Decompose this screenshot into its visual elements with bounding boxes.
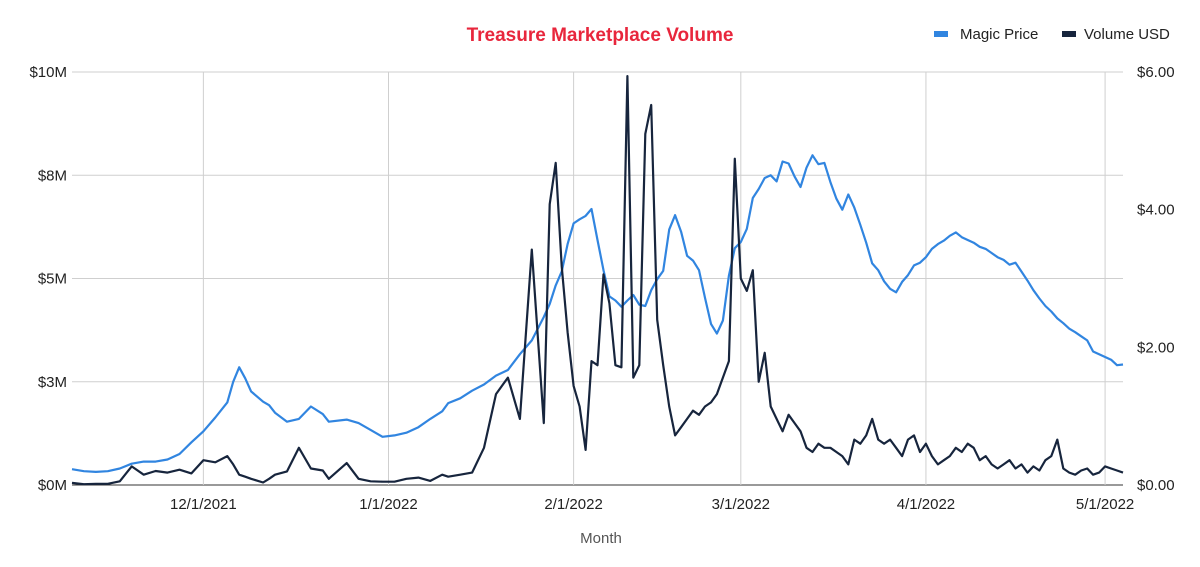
legend-swatch [1062, 31, 1076, 37]
y-left-tick-label: $0M [38, 477, 67, 494]
x-tick-label: 12/1/2021 [170, 496, 237, 513]
legend-label: Magic Price [960, 26, 1038, 43]
y-left-tick-label: $10M [29, 64, 67, 81]
y-right-tick-label: $6.00 [1137, 64, 1175, 81]
chart-title: Treasure Marketplace Volume [467, 25, 734, 46]
y-right-tick-label: $4.00 [1137, 202, 1175, 219]
axis-layer: $0M $3M $5M $8M $10M $0.00 $2.00 $4.00 $6.00 12/1… [29, 64, 1174, 513]
y-left-tick-label: $5M [38, 271, 67, 288]
x-axis-title: Month [580, 530, 622, 547]
legend-swatch [934, 31, 948, 37]
y-right-tick-label: $0.00 [1137, 477, 1175, 494]
y-right-tick-label: $2.00 [1137, 339, 1175, 356]
y-left-tick-label: $3M [38, 374, 67, 391]
series-layer [71, 75, 1124, 486]
legend: Magic Price Volume USD [934, 26, 1170, 43]
x-tick-label: 5/1/2022 [1076, 496, 1134, 513]
y-left-tick-label: $8M [38, 167, 67, 184]
legend-label: Volume USD [1084, 26, 1170, 43]
grid-layer [72, 71, 1123, 486]
series-line-volume-usd [71, 75, 1124, 486]
x-tick-label: 4/1/2022 [897, 496, 955, 513]
x-tick-label: 1/1/2022 [359, 496, 417, 513]
series-line-magic-price [71, 154, 1124, 473]
x-tick-label: 3/1/2022 [712, 496, 770, 513]
x-tick-label: 2/1/2022 [544, 496, 602, 513]
